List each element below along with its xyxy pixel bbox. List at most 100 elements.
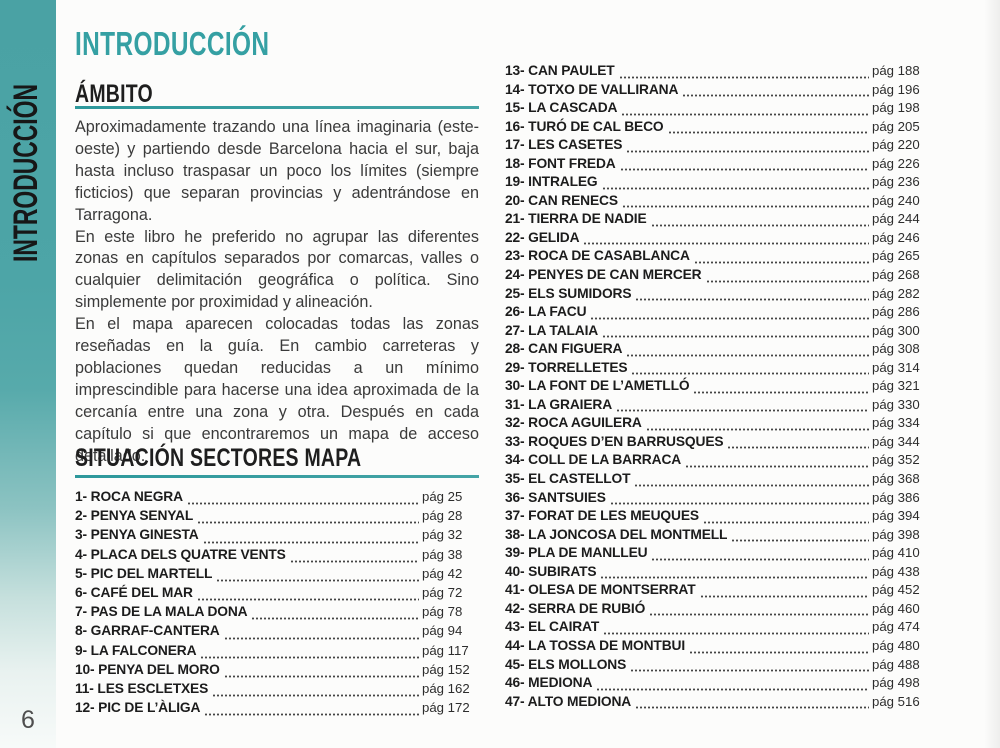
toc-dotted-leader xyxy=(198,521,419,525)
toc-entry: 4- PLACA DELS QUATRE VENTS pág 38 xyxy=(75,547,479,566)
toc-entry: 6- CAFÉ DEL MAR pág 72 xyxy=(75,585,479,604)
toc-dotted-leader xyxy=(694,261,869,265)
toc-entry: 43- EL CAIRAT pág 474 xyxy=(505,619,929,638)
toc-dotted-leader xyxy=(622,112,869,116)
toc-entry: 27- LA TALAIA pág 300 xyxy=(505,323,929,342)
toc-entry: 18- FONT FREDA pág 226 xyxy=(505,156,929,175)
ambito-body-text: Aproximadamente trazando una línea imagi… xyxy=(75,117,479,468)
toc-dotted-leader xyxy=(619,75,869,79)
toc-entry-page: pág 452 xyxy=(872,582,920,598)
toc-entry-label: 2- PENYA SENYAL xyxy=(75,508,194,524)
toc-entry-label: 41- OLESA DE MONTSERRAT xyxy=(505,582,696,598)
toc-dotted-leader xyxy=(591,316,869,320)
toc-entry-label: 36- SANTSUIES xyxy=(505,489,606,505)
toc-entry-label: 30- LA FONT DE L’AMETLLÓ xyxy=(505,378,690,394)
toc-entry-label: 40- SUBIRATS xyxy=(505,563,597,579)
toc-entry-label: 44- LA TOSSA DE MONTBUI xyxy=(505,637,686,653)
toc-entry-label: 10- PENYA DEL MORO xyxy=(75,661,220,677)
toc-entry-page: pág 498 xyxy=(872,675,920,691)
toc-entry-label: 47- ALTO MEDIONA xyxy=(505,693,632,709)
toc-entry-page: pág 282 xyxy=(872,285,920,301)
toc-dotted-leader xyxy=(686,465,869,469)
toc-entry-page: pág 117 xyxy=(422,642,469,658)
toc-entry-label: 15- LA CASCADA xyxy=(505,100,618,116)
toc-entry-label: 42- SERRA DE RUBIÓ xyxy=(505,600,646,616)
toc-entry-page: pág 386 xyxy=(872,489,920,505)
toc-dotted-leader xyxy=(290,559,419,563)
toc-entry-label: 27- LA TALAIA xyxy=(505,322,599,338)
toc-entry: 3- PENYA GINESTA pág 32 xyxy=(75,527,479,546)
toc-entry-page: pág 240 xyxy=(872,192,920,208)
toc-entry-label: 8- GARRAF-CANTERA xyxy=(75,623,220,639)
toc-entry-page: pág 516 xyxy=(872,693,920,709)
toc-entry-label: 32- ROCA AGUILERA xyxy=(505,415,642,431)
toc-entry-label: 25- ELS SUMIDORS xyxy=(505,285,632,301)
toc-dotted-leader xyxy=(652,557,869,561)
toc-entry: 19- INTRALEG pág 236 xyxy=(505,174,929,193)
toc-entry-page: pág 42 xyxy=(422,565,463,581)
toc-entry-label: 12- PIC DE L’ÀLIGA xyxy=(75,700,201,716)
toc-entry-page: pág 28 xyxy=(422,508,463,524)
toc-entry-label: 28- CAN FIGUERA xyxy=(505,341,623,357)
toc-entry: 30- LA FONT DE L’AMETLLÓ pág 321 xyxy=(505,378,929,397)
toc-entry-label: 34- COLL DE LA BARRACA xyxy=(505,452,682,468)
toc-entry-page: pág 162 xyxy=(422,680,470,696)
toc-entry-label: 43- EL CAIRAT xyxy=(505,619,600,635)
toc-entry-page: pág 300 xyxy=(872,322,920,338)
toc-dotted-leader xyxy=(650,613,869,617)
toc-entry-label: 33- ROQUES D’EN BARRUSQUES xyxy=(505,433,724,449)
toc-entry: 20- CAN RENECS pág 240 xyxy=(505,193,929,212)
toc-dotted-leader xyxy=(203,540,419,544)
toc-entry-page: pág 488 xyxy=(872,656,920,672)
toc-dotted-leader xyxy=(703,520,869,524)
toc-entry: 1- ROCA NEGRA pág 25 xyxy=(75,489,479,508)
toc-entry-page: pág 188 xyxy=(872,63,920,78)
toc-entry-label: 31- LA GRAIERA xyxy=(505,396,613,412)
toc-dotted-leader xyxy=(584,242,869,246)
toc-entry: 22- GELIDA pág 246 xyxy=(505,230,929,249)
toc-entry-page: pág 172 xyxy=(422,700,470,716)
toc-entry: 7- PAS DE LA MALA DONA pág 78 xyxy=(75,604,479,623)
toc-dotted-leader xyxy=(604,631,869,635)
toc-entry: 13- CAN PAULET pág 188 xyxy=(505,63,929,82)
toc-dotted-leader xyxy=(694,390,869,394)
toc-entry-label: 17- LES CASETES xyxy=(505,137,623,153)
toc-entry: 14- TOTXO DE VALLIRANA pág 196 xyxy=(505,82,929,101)
toc-entry: 24- PENYES DE CAN MERCER pág 268 xyxy=(505,267,929,286)
toc-dotted-leader xyxy=(700,594,869,598)
toc-entry-label: 24- PENYES DE CAN MERCER xyxy=(505,267,702,283)
toc-entry: 17- LES CASETES pág 220 xyxy=(505,137,929,156)
toc-entry-label: 19- INTRALEG xyxy=(505,174,598,190)
toc-entry-page: pág 198 xyxy=(872,100,920,116)
toc-entry: 5- PIC DEL MARTELL pág 42 xyxy=(75,566,479,585)
toc-entry-label: 26- LA FACU xyxy=(505,304,587,320)
toc-entry-page: pág 394 xyxy=(872,508,920,524)
toc-dotted-leader xyxy=(617,409,869,413)
toc-entry-label: 46- MEDIONA xyxy=(505,675,593,691)
toc-entry-page: pág 78 xyxy=(422,604,463,620)
toc-dotted-leader xyxy=(601,576,869,580)
toc-entry-page: pág 152 xyxy=(422,661,470,677)
toc-entry-page: pág 308 xyxy=(872,341,920,357)
toc-entry-page: pág 38 xyxy=(422,546,463,562)
toc-entry-label: 21- TIERRA DE NADIE xyxy=(505,211,647,227)
toc-dotted-leader xyxy=(597,687,869,691)
toc-list-right: 13- CAN PAULET pág 188 14- TOTXO DE VALLIR… xyxy=(505,63,929,712)
toc-entry: 15- LA CASCADA pág 198 xyxy=(505,100,929,119)
toc-dotted-leader xyxy=(631,669,869,673)
toc-dotted-leader xyxy=(224,674,419,678)
sidebar-vertical-title: INTRODUCCIÓN xyxy=(7,84,45,262)
toc-entry-page: pág 410 xyxy=(872,545,920,561)
toc-entry-page: pág 334 xyxy=(872,415,920,431)
teal-rule xyxy=(75,475,479,478)
toc-entry-page: pág 268 xyxy=(872,267,920,283)
chapter-sidebar-bar: INTRODUCCIÓN xyxy=(0,0,56,748)
toc-entry: 44- LA TOSSA DE MONTBUI pág 480 xyxy=(505,638,929,657)
toc-entry: 41- OLESA DE MONTSERRAT pág 452 xyxy=(505,582,929,601)
toc-dotted-leader xyxy=(213,694,419,698)
toc-entry: 26- LA FACU pág 286 xyxy=(505,304,929,323)
toc-entry: 31- LA GRAIERA pág 330 xyxy=(505,397,929,416)
toc-entry-label: 1- ROCA NEGRA xyxy=(75,489,183,504)
toc-entry: 33- ROQUES D’EN BARRUSQUES pág 344 xyxy=(505,434,929,453)
toc-dotted-leader xyxy=(610,502,869,506)
